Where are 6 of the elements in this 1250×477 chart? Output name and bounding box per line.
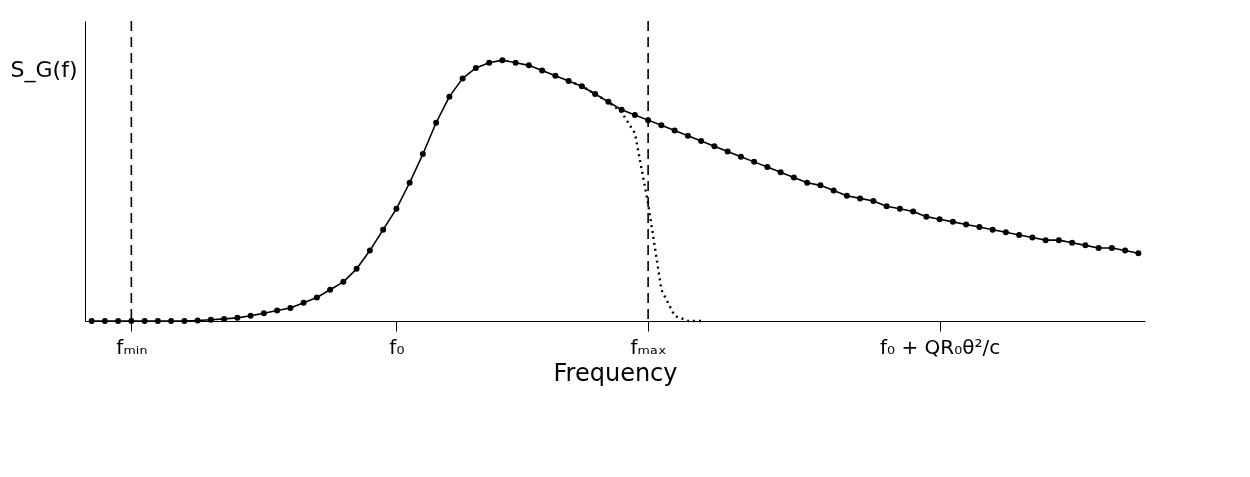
x-tick-label: fₘₐₓ bbox=[630, 334, 667, 359]
x-axis-title: Frequency bbox=[553, 358, 678, 387]
x-tick-label: fₘᵢₙ bbox=[116, 334, 148, 359]
x-tick-label: f₀ bbox=[389, 334, 405, 359]
y-axis-title: S_G(f) bbox=[10, 56, 78, 83]
x-tick-label: f₀ + QR₀θ²/c bbox=[880, 334, 1001, 359]
